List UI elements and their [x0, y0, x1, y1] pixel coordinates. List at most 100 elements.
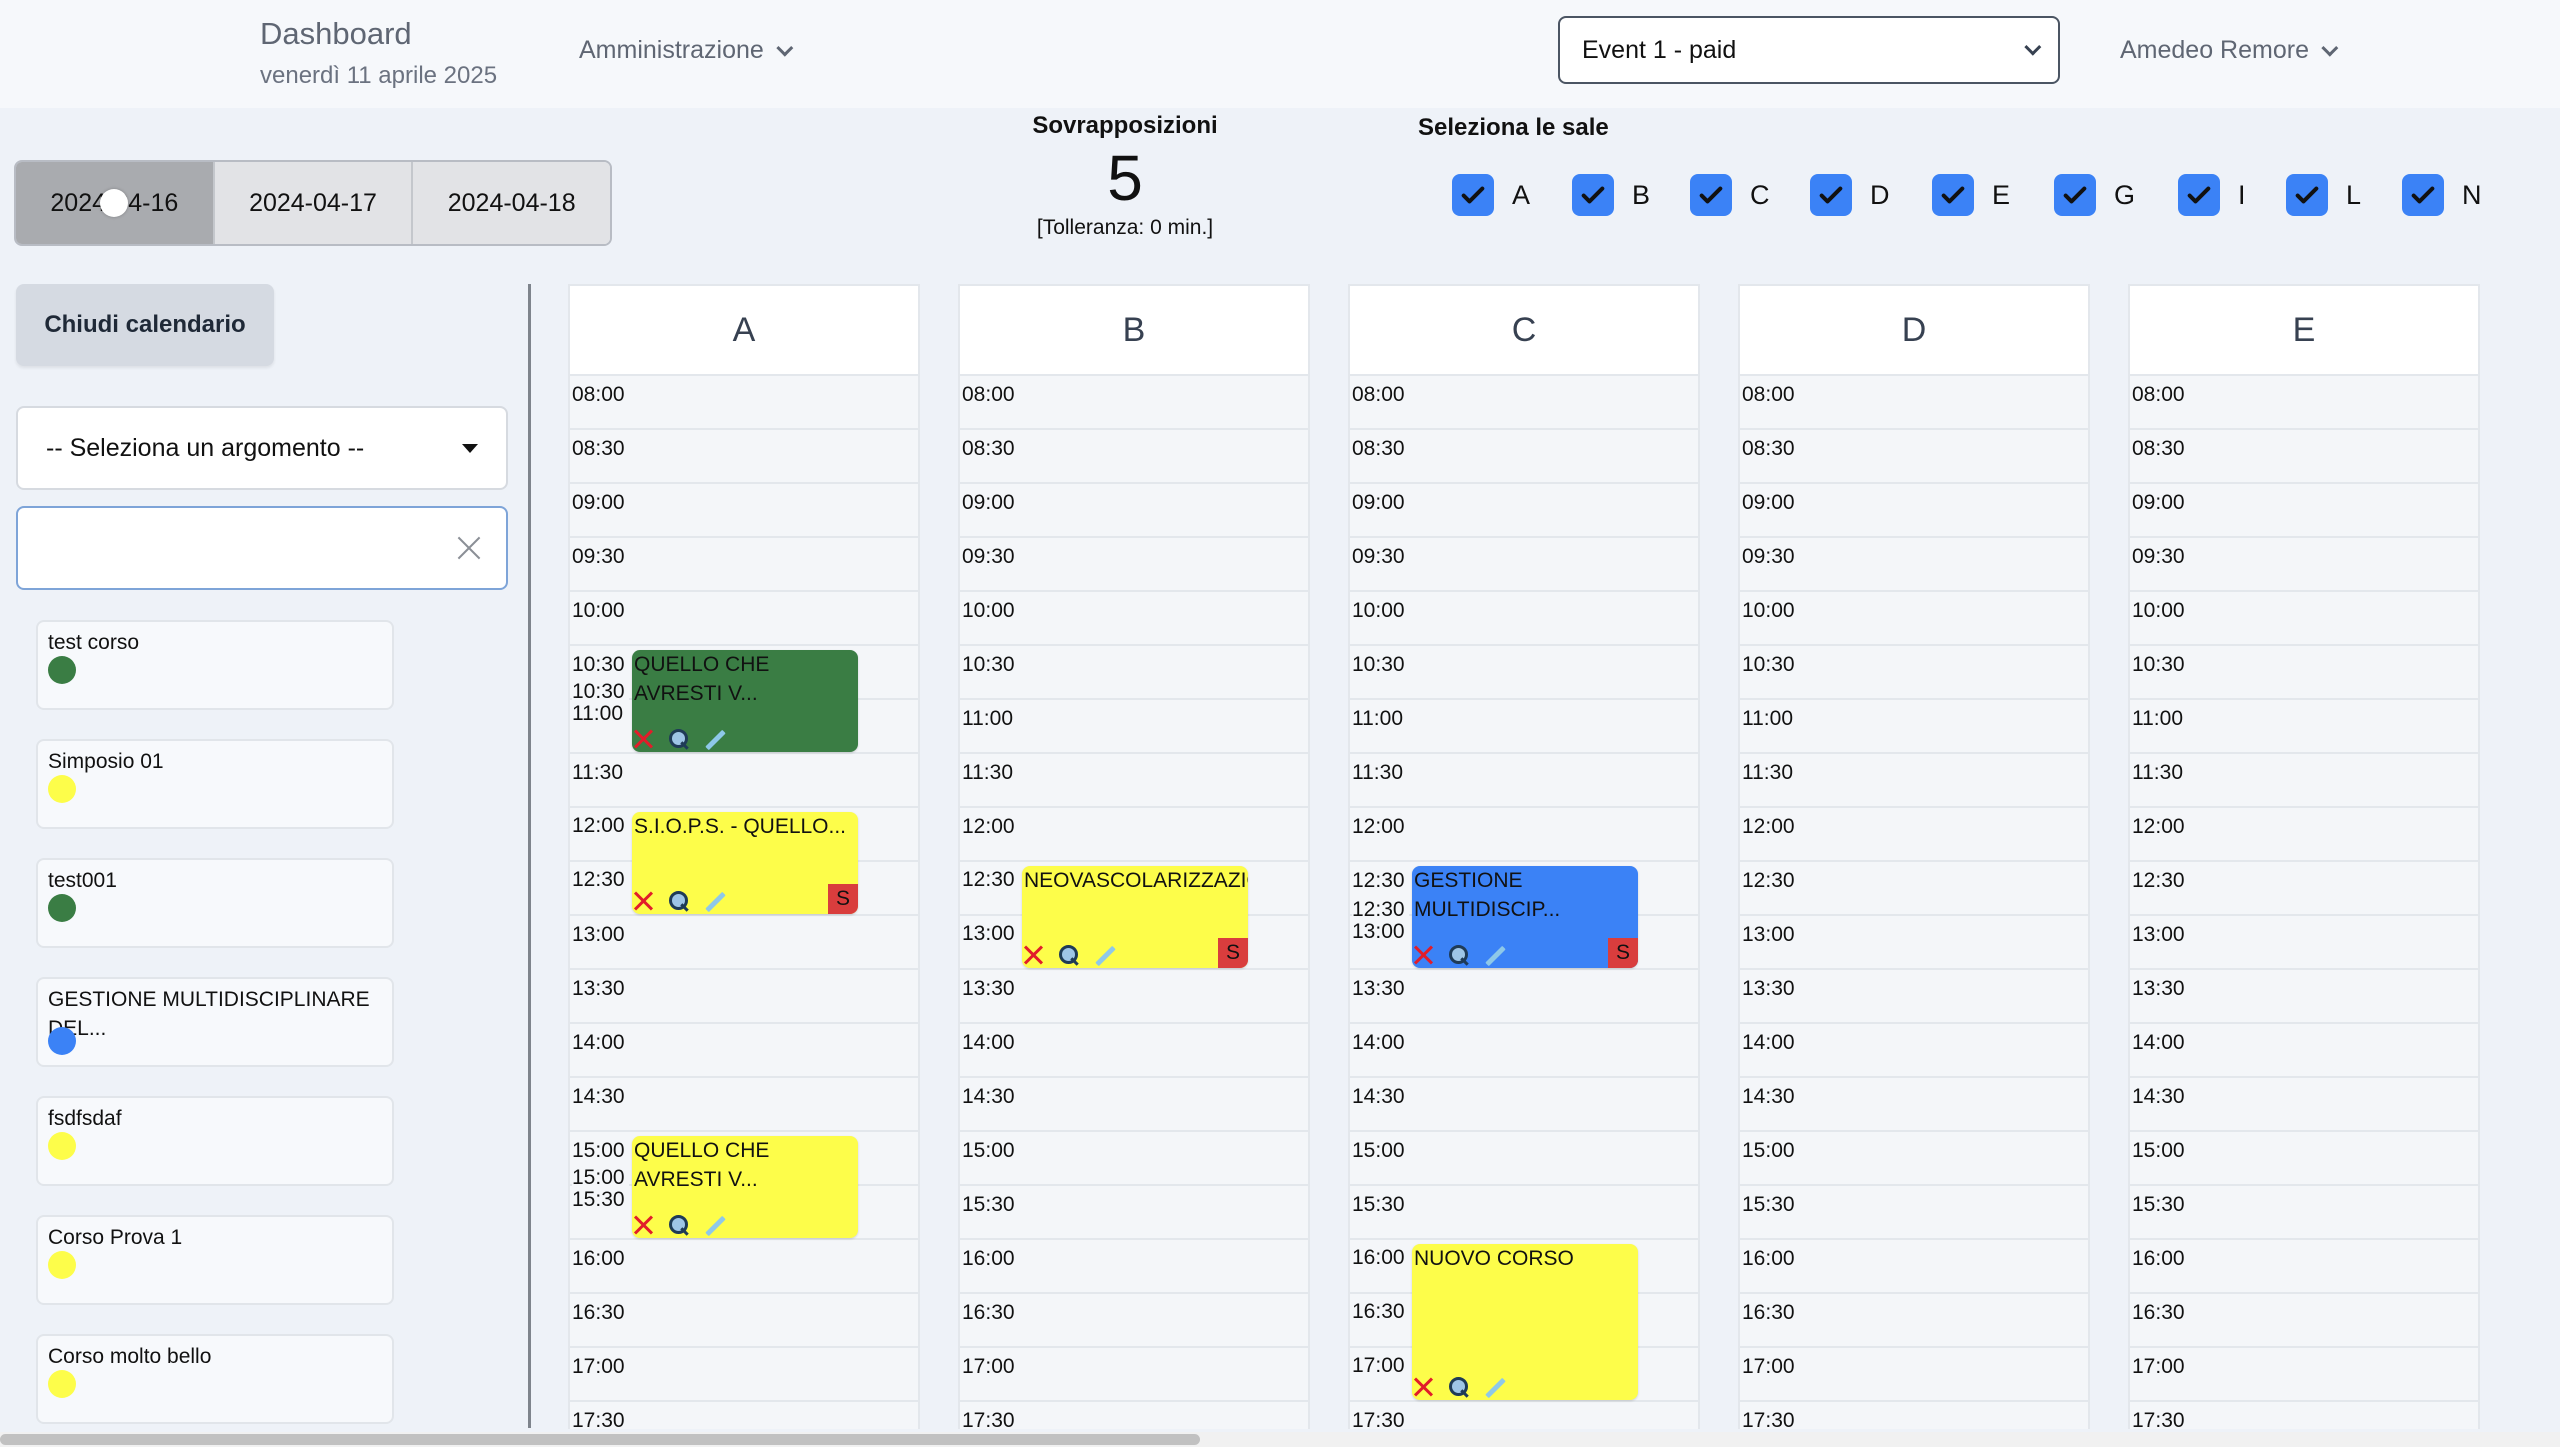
event-block[interactable]: GESTIONE MULTIDISCIP... S — [1412, 866, 1638, 968]
time-slot[interactable]: 15:30 — [960, 1186, 1308, 1240]
time-slot[interactable]: 15:30 — [1740, 1186, 2088, 1240]
time-slot[interactable]: 15:00 — [2130, 1132, 2478, 1186]
time-slot[interactable]: 13:30 — [1350, 970, 1698, 1024]
time-slot[interactable]: 17:00 — [1740, 1348, 2088, 1402]
time-slot[interactable]: 09:30 — [1350, 538, 1698, 592]
time-slot[interactable]: 09:00 — [1740, 484, 2088, 538]
time-slot[interactable]: 08:00 — [1740, 376, 2088, 430]
event-block[interactable]: NUOVO CORSO — [1412, 1244, 1638, 1400]
clear-icon[interactable] — [456, 535, 482, 561]
magnifier-icon[interactable] — [1448, 944, 1470, 966]
course-card[interactable]: test001 — [36, 858, 394, 948]
room-checkbox-d[interactable]: D — [1810, 174, 1890, 216]
time-slot[interactable]: 11:30 — [960, 754, 1308, 808]
time-slot[interactable]: 16:00 — [2130, 1240, 2478, 1294]
panel-divider[interactable] — [528, 284, 531, 1428]
time-slot[interactable]: 12:00 — [1350, 808, 1698, 862]
time-slot[interactable]: 08:30 — [960, 430, 1308, 484]
time-slot[interactable]: 12:30 — [1740, 862, 2088, 916]
pencil-icon[interactable] — [1484, 944, 1506, 966]
time-slot[interactable]: 17:30 — [1740, 1402, 2088, 1429]
scrollbar-thumb[interactable] — [0, 1434, 1200, 1445]
pencil-icon[interactable] — [1484, 1376, 1506, 1398]
time-slot[interactable]: 11:00 — [1350, 700, 1698, 754]
time-slot[interactable]: 08:30 — [2130, 430, 2478, 484]
room-checkbox-g[interactable]: G — [2054, 174, 2135, 216]
checkmark-icon[interactable] — [2286, 174, 2328, 216]
room-checkbox-b[interactable]: B — [1572, 174, 1650, 216]
time-slot[interactable]: 10:00 — [2130, 592, 2478, 646]
time-slot[interactable]: 16:30 — [960, 1294, 1308, 1348]
time-slot[interactable]: 08:00 — [960, 376, 1308, 430]
event-block[interactable]: S.I.O.P.S. - QUELLO... S — [632, 812, 858, 914]
pencil-icon[interactable] — [704, 728, 726, 750]
user-menu[interactable]: Amedeo Remore — [2120, 36, 2339, 65]
time-slot[interactable]: 17:00 — [960, 1348, 1308, 1402]
pencil-icon[interactable] — [704, 1214, 726, 1236]
event-block[interactable]: QUELLO CHE AVRESTI V... — [632, 1136, 858, 1238]
time-slot[interactable]: 11:00 — [2130, 700, 2478, 754]
time-slot[interactable]: 10:30 — [1740, 646, 2088, 700]
time-slot[interactable]: 10:00 — [1350, 592, 1698, 646]
magnifier-icon[interactable] — [668, 890, 690, 912]
course-card[interactable]: fsdfsdaf — [36, 1096, 394, 1186]
magnifier-icon[interactable] — [668, 1214, 690, 1236]
time-slot[interactable]: 15:00 — [960, 1132, 1308, 1186]
checkmark-icon[interactable] — [2402, 174, 2444, 216]
time-slot[interactable]: 08:00 — [1350, 376, 1698, 430]
checkmark-icon[interactable] — [1810, 174, 1852, 216]
checkmark-icon[interactable] — [1932, 174, 1974, 216]
magnifier-icon[interactable] — [1448, 1376, 1470, 1398]
time-slot[interactable]: 09:00 — [2130, 484, 2478, 538]
time-slot[interactable]: 09:00 — [1350, 484, 1698, 538]
close-x-icon[interactable] — [632, 1214, 654, 1236]
course-card[interactable]: Simposio 01 — [36, 739, 394, 829]
pencil-icon[interactable] — [704, 890, 726, 912]
time-slot[interactable]: 12:00 — [960, 808, 1308, 862]
event-block[interactable]: QUELLO CHE AVRESTI V... — [632, 650, 858, 752]
checkmark-icon[interactable] — [1690, 174, 1732, 216]
close-x-icon[interactable] — [1412, 1376, 1434, 1398]
event-block[interactable]: NEOVASCOLARIZZAZIONI... S — [1022, 866, 1248, 968]
time-slot[interactable]: 16:30 — [1740, 1294, 2088, 1348]
time-slot[interactable]: 13:00 — [2130, 916, 2478, 970]
time-slot[interactable]: 10:00 — [960, 592, 1308, 646]
time-slot[interactable]: 14:00 — [1740, 1024, 2088, 1078]
time-slot[interactable]: 17:30 — [570, 1402, 918, 1429]
time-slot[interactable]: 11:00 — [1740, 700, 2088, 754]
magnifier-icon[interactable] — [668, 728, 690, 750]
course-card[interactable]: Corso molto bello — [36, 1334, 394, 1424]
time-slot[interactable]: 12:00 — [1740, 808, 2088, 862]
checkmark-icon[interactable] — [2178, 174, 2220, 216]
time-slot[interactable]: 14:00 — [960, 1024, 1308, 1078]
time-slot[interactable]: 09:00 — [570, 484, 918, 538]
date-tab-2024-04-17[interactable]: 2024-04-17 — [214, 162, 414, 244]
time-slot[interactable]: 11:30 — [1350, 754, 1698, 808]
time-slot[interactable]: 15:30 — [1350, 1186, 1698, 1240]
close-calendar-button[interactable]: Chiudi calendario — [16, 284, 274, 366]
time-slot[interactable]: 14:30 — [1740, 1078, 2088, 1132]
time-slot[interactable]: 10:00 — [1740, 592, 2088, 646]
time-slot[interactable]: 11:30 — [1740, 754, 2088, 808]
time-slot[interactable]: 15:00 — [1350, 1132, 1698, 1186]
event-select[interactable]: Event 1 - paid — [1558, 16, 2060, 84]
pencil-icon[interactable] — [1094, 944, 1116, 966]
admin-menu[interactable]: Amministrazione — [579, 36, 794, 65]
time-slot[interactable]: 11:30 — [570, 754, 918, 808]
time-slot[interactable]: 10:30 — [2130, 646, 2478, 700]
course-card[interactable]: Corso Prova 1 — [36, 1215, 394, 1305]
time-slot[interactable]: 14:30 — [960, 1078, 1308, 1132]
room-checkbox-l[interactable]: L — [2286, 174, 2361, 216]
time-slot[interactable]: 11:00 — [960, 700, 1308, 754]
date-tab-2024-04-18[interactable]: 2024-04-18 — [413, 162, 610, 244]
room-checkbox-n[interactable]: N — [2402, 174, 2482, 216]
time-slot[interactable]: 16:30 — [2130, 1294, 2478, 1348]
time-slot[interactable]: 14:30 — [2130, 1078, 2478, 1132]
topic-select[interactable]: -- Seleziona un argomento -- — [16, 406, 508, 490]
time-slot[interactable]: 14:30 — [570, 1078, 918, 1132]
magnifier-icon[interactable] — [1058, 944, 1080, 966]
time-slot[interactable]: 17:30 — [960, 1402, 1308, 1429]
time-slot[interactable]: 12:30 — [2130, 862, 2478, 916]
time-slot[interactable]: 13:30 — [960, 970, 1308, 1024]
course-card[interactable]: GESTIONE MULTIDISCIPLINARE DEL... — [36, 977, 394, 1067]
